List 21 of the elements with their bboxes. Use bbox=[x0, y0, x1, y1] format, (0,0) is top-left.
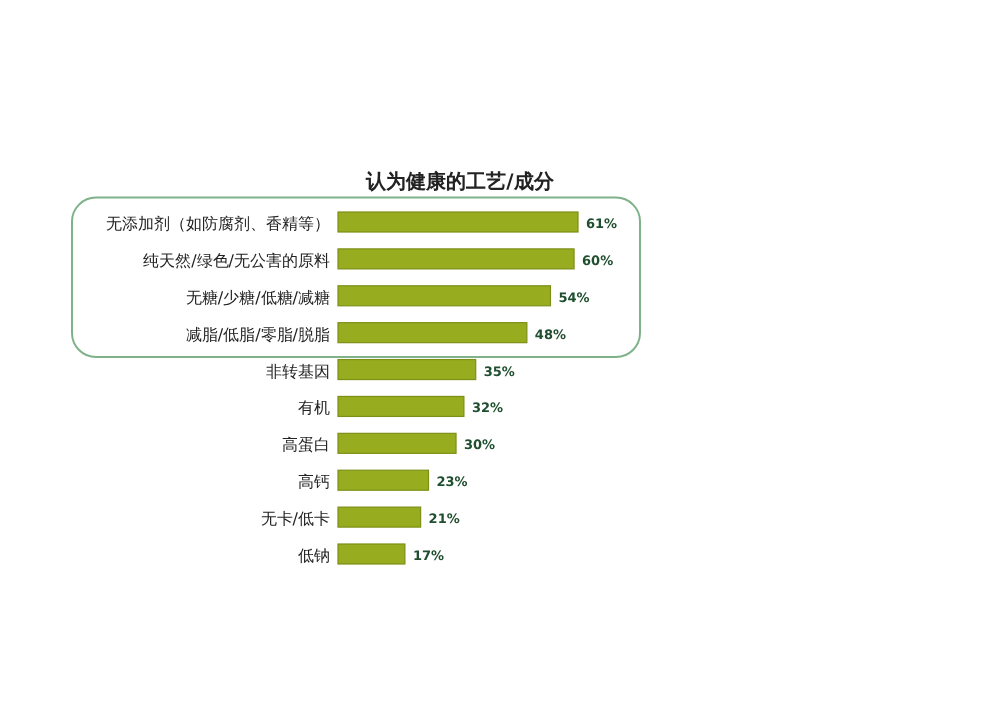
y-tick-label: 低钠 bbox=[298, 547, 330, 565]
y-tick-label: 无添加剂（如防腐剂、香精等） bbox=[106, 215, 330, 233]
bar bbox=[337, 322, 528, 344]
chart-title: 认为健康的工艺/成分 bbox=[364, 170, 556, 194]
bar bbox=[337, 358, 477, 381]
bar bbox=[337, 285, 552, 307]
bar bbox=[337, 543, 406, 565]
y-tick-label: 高钙 bbox=[298, 473, 330, 492]
y-tick-label: 减脂/低脂/零脂/脱脂 bbox=[185, 325, 330, 344]
bar bbox=[337, 395, 465, 418]
y-tick-label: 无糖/少糖/低糖/减糖 bbox=[185, 288, 330, 307]
bar bbox=[337, 248, 575, 270]
y-tick-label: 非转基因 bbox=[266, 362, 330, 381]
bar bbox=[337, 506, 422, 528]
bar bbox=[337, 432, 457, 454]
y-tick-label: 高蛋白 bbox=[282, 436, 330, 455]
y-tick-label: 无卡/低卡 bbox=[260, 510, 330, 529]
y-tick-label: 有机 bbox=[298, 399, 330, 418]
bar bbox=[337, 211, 579, 233]
bar bbox=[337, 469, 430, 491]
y-tick-label: 纯天然/绿色/无公害的原料 bbox=[143, 251, 330, 270]
